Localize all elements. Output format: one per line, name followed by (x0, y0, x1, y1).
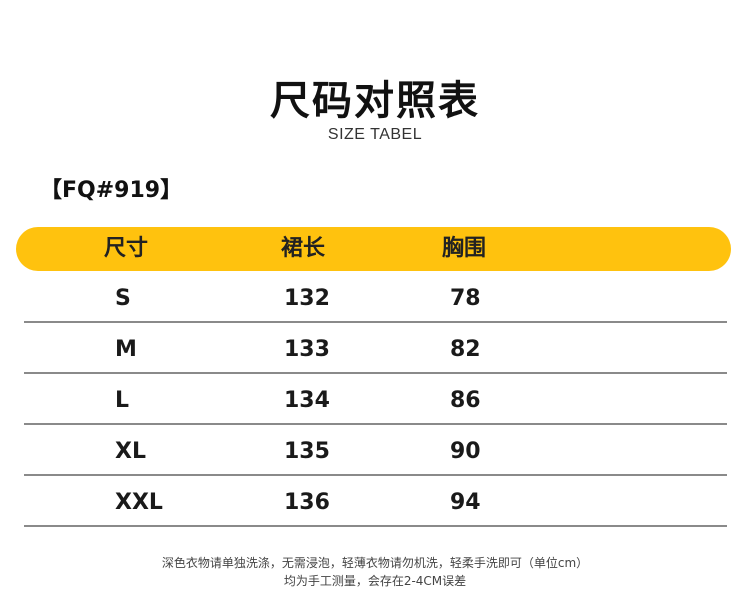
header-length: 裙长 (281, 236, 326, 261)
table-row: L 134 86 (24, 374, 727, 425)
table-row: XL 135 90 (24, 425, 727, 476)
cell-length: 136 (284, 490, 330, 515)
header-bust: 胸围 (442, 236, 487, 261)
cell-length: 135 (284, 439, 330, 464)
cell-length: 132 (284, 286, 330, 311)
cell-bust: 86 (450, 388, 481, 413)
table-row: S 132 78 (24, 272, 727, 323)
table-row: XXL 136 94 (24, 476, 727, 527)
cell-bust: 94 (450, 490, 481, 515)
cell-size: M (115, 337, 137, 362)
care-note: 深色衣物请单独洗涤，无需浸泡，轻薄衣物请勿机洗，轻柔手洗即可（单位cm） (161, 556, 589, 570)
table-header: 尺寸 裙长 胸围 (16, 227, 731, 271)
cell-bust: 78 (450, 286, 481, 311)
table-row: M 133 82 (24, 323, 727, 374)
cell-size: XXL (115, 490, 163, 515)
page-title: 尺码对照表 (270, 78, 480, 124)
cell-size: XL (115, 439, 146, 464)
cell-size: S (115, 286, 131, 311)
cell-size: L (115, 388, 130, 413)
page-subtitle: SIZE TABEL (327, 126, 423, 143)
cell-bust: 90 (450, 439, 481, 464)
measurement-note: 均为手工测量，会存在2-4CM误差 (283, 574, 467, 588)
model-number: 【FQ#919】 (40, 178, 183, 203)
cell-bust: 82 (450, 337, 481, 362)
size-table: S 132 78 M 133 82 L 134 86 XL 135 90 XXL… (24, 272, 727, 527)
cell-length: 134 (284, 388, 330, 413)
header-size: 尺寸 (104, 236, 149, 261)
cell-length: 133 (284, 337, 330, 362)
